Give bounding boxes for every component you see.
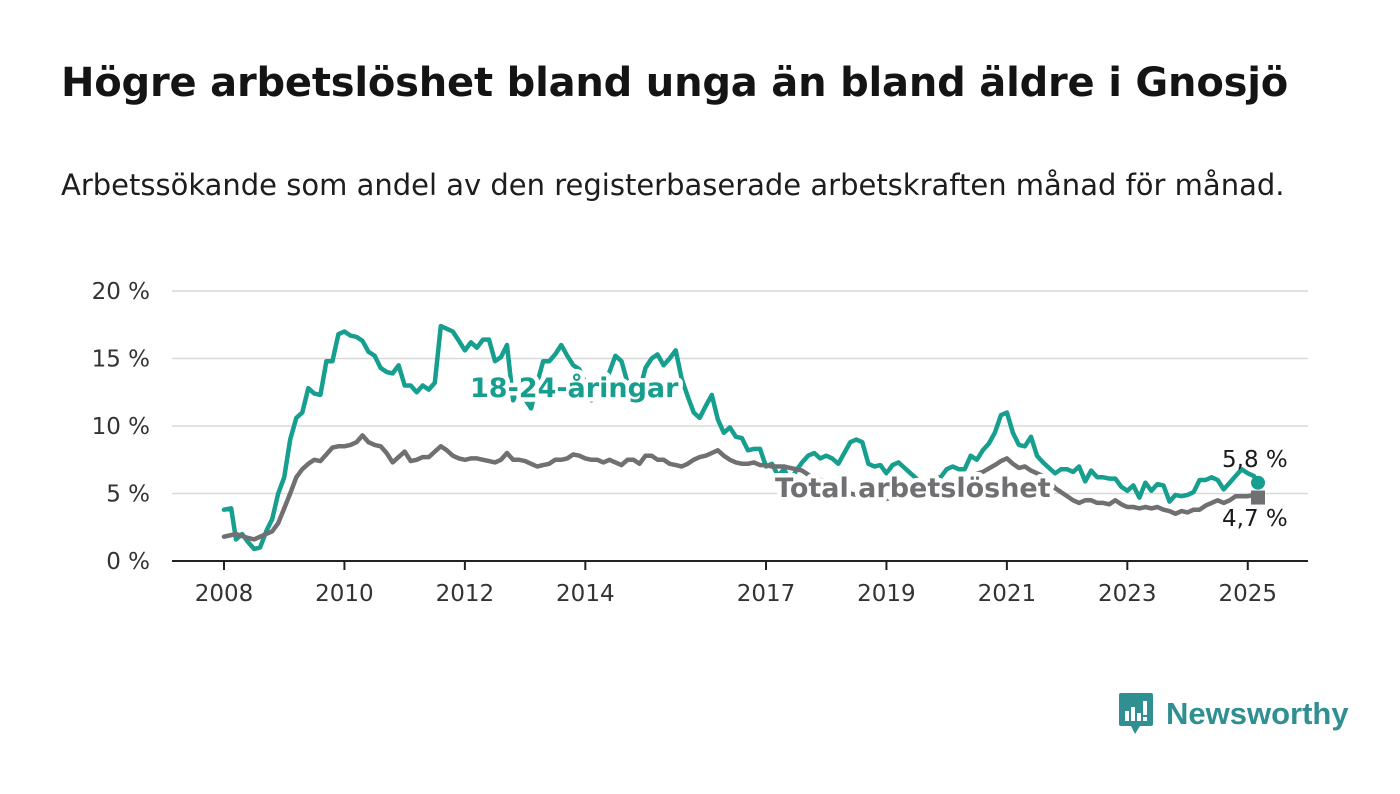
x-tick-label: 2012: [436, 581, 495, 607]
y-tick-label: 15 %: [92, 347, 150, 373]
y-tick-label: 0 %: [106, 549, 150, 575]
series-label-youth: 18-24-åringar: [470, 372, 679, 404]
y-tick-label: 5 %: [106, 482, 150, 508]
x-tick-label: 2010: [315, 581, 374, 607]
newsworthy-logo[interactable]: Newsworthy: [1118, 690, 1349, 738]
x-tick-label: 2023: [1098, 581, 1157, 607]
grid-lines: [172, 290, 1308, 495]
chart-subtitle: Arbetssökande som andel av den registerb…: [61, 168, 1285, 202]
x-tick-label: 2019: [857, 581, 916, 607]
x-tick-label: 2014: [556, 581, 615, 607]
series-label-total-halo: Total arbetslöshet: [775, 473, 1051, 504]
x-tick-label: 2008: [195, 581, 254, 607]
end-value-total: 4,7 %: [1222, 506, 1288, 532]
newsworthy-logo-icon: [1118, 692, 1154, 736]
series-lines: [221, 323, 1265, 552]
y-tick-label: 10 %: [92, 414, 150, 440]
axes: 0 % 5 % 10 % 15 % 20 % 2008 2010 2012 2014 2017 20…: [92, 279, 1308, 607]
y-tick-label: 20 %: [92, 279, 150, 305]
line-chart: 0 % 5 % 10 % 15 % 20 % 2008 2010 2012 2014 2017 20…: [92, 279, 1308, 607]
end-value-youth: 5,8 %: [1222, 447, 1288, 473]
newsworthy-wordmark: Newsworthy: [1166, 696, 1349, 731]
series-line-total: [221, 433, 1261, 542]
series-label-youth-halo: 18-24-åringar: [470, 372, 679, 404]
chart-title: Högre arbetslöshet bland unga än bland ä…: [61, 60, 1289, 106]
x-tick-label: 2025: [1218, 581, 1277, 607]
x-tick-label: 2017: [737, 581, 796, 607]
series-line-youth: [221, 323, 1261, 552]
series-label-total: Total arbetslöshet: [775, 473, 1051, 504]
end-point-youth: [1251, 475, 1265, 490]
end-point-total: [1251, 490, 1265, 505]
x-tick-label: 2021: [978, 581, 1037, 607]
